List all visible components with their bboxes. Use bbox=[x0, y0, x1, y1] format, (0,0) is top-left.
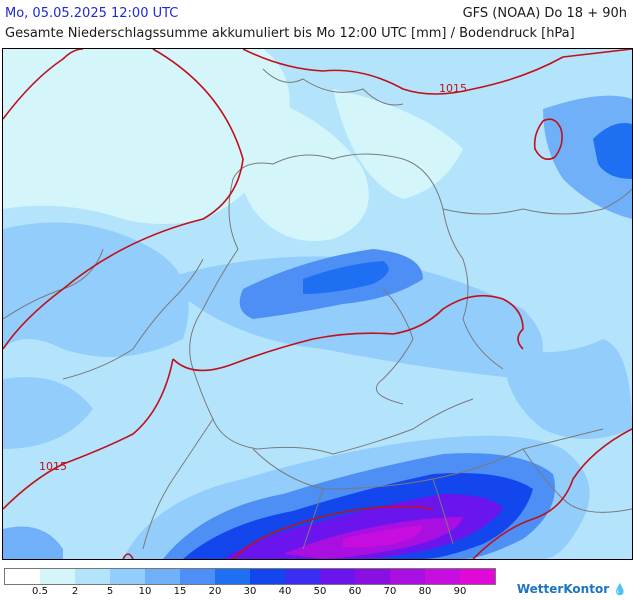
border-alps bbox=[252, 428, 604, 490]
precip-area-light-n bbox=[230, 89, 369, 241]
map-description: Gesamte Niederschlagssumme akkumuliert b… bbox=[5, 26, 575, 41]
precipitation-legend: 0.5 2 5 10 15 20 30 40 50 60 70 80 90 bbox=[4, 568, 504, 600]
legend-label: 15 bbox=[173, 586, 187, 597]
border-czech bbox=[375, 288, 414, 405]
precip-area-heavy-ne bbox=[593, 123, 632, 179]
map-canvas: 1015 1015 bbox=[3, 49, 632, 559]
isobar-1015-sw bbox=[3, 358, 174, 510]
isobar-label-southwest: 1015 bbox=[39, 460, 67, 473]
legend-swatch bbox=[460, 569, 495, 584]
precip-area-light-baltic bbox=[333, 89, 463, 199]
model-run: GFS (NOAA) Do 18 + 90h bbox=[462, 6, 627, 21]
precip-area-moderate-e bbox=[503, 339, 632, 439]
legend-swatch bbox=[355, 569, 390, 584]
legend-swatch bbox=[250, 569, 285, 584]
legend-swatch bbox=[425, 569, 460, 584]
legend-label: 30 bbox=[243, 586, 257, 597]
precip-area-sw-corner bbox=[3, 526, 63, 559]
valid-datetime: Mo, 05.05.2025 12:00 UTC bbox=[5, 6, 179, 21]
precip-area-moderate-sw bbox=[3, 377, 93, 449]
legend-swatch bbox=[320, 569, 355, 584]
legend-swatch bbox=[110, 569, 145, 584]
isobar-label-north: 1015 bbox=[439, 82, 467, 95]
legend-swatch bbox=[145, 569, 180, 584]
border-poland bbox=[442, 188, 632, 215]
precip-area-heavy-core bbox=[303, 261, 389, 294]
isobar-central bbox=[172, 294, 524, 372]
isobar-southeast bbox=[472, 428, 632, 559]
legend-label: 70 bbox=[383, 586, 397, 597]
isobar-1015-west bbox=[3, 49, 244, 350]
legend-label: 2 bbox=[71, 586, 79, 597]
isobar-1015-north bbox=[242, 49, 632, 95]
isobar-fragment bbox=[122, 553, 134, 559]
legend-swatch bbox=[215, 569, 250, 584]
legend-label: 50 bbox=[313, 586, 327, 597]
legend-label: 40 bbox=[278, 586, 292, 597]
precip-area-south-peak bbox=[343, 525, 423, 548]
legend-swatch bbox=[390, 569, 425, 584]
legend-label: 5 bbox=[106, 586, 114, 597]
border-benelux bbox=[62, 258, 204, 380]
isobar-ring-ne bbox=[533, 118, 563, 160]
map-header: Mo, 05.05.2025 12:00 UTC GFS (NOAA) Do 1… bbox=[0, 0, 633, 46]
legend-label: 80 bbox=[418, 586, 432, 597]
legend-label: 10 bbox=[138, 586, 152, 597]
precipitation-map: 1015 1015 bbox=[2, 48, 633, 560]
brand-logo: WetterKontor 💧 bbox=[517, 582, 627, 596]
legend-swatch bbox=[75, 569, 110, 584]
legend-color-bar bbox=[4, 568, 496, 585]
brand-drop-icon: 💧 bbox=[613, 583, 627, 596]
border-france-swiss bbox=[142, 418, 214, 550]
border-denmark bbox=[262, 68, 404, 106]
legend-swatch bbox=[40, 569, 75, 584]
legend-label: 90 bbox=[453, 586, 467, 597]
legend-label: 20 bbox=[208, 586, 222, 597]
border-germany-north-east bbox=[232, 153, 504, 370]
precip-area-moderate-ne bbox=[543, 95, 632, 219]
isobars bbox=[3, 49, 632, 559]
brand-name: WetterKontor bbox=[516, 582, 610, 596]
legend-swatch bbox=[180, 569, 215, 584]
legend-swatch bbox=[5, 569, 40, 584]
precip-area-moderate-w bbox=[3, 222, 189, 357]
precip-area-south-veryheavy bbox=[223, 494, 503, 559]
legend-label: 0.5 bbox=[32, 586, 48, 597]
legend-swatch bbox=[285, 569, 320, 584]
isobar-alps bbox=[232, 505, 434, 559]
precip-area-light-nw bbox=[3, 49, 290, 224]
legend-label: 60 bbox=[348, 586, 362, 597]
